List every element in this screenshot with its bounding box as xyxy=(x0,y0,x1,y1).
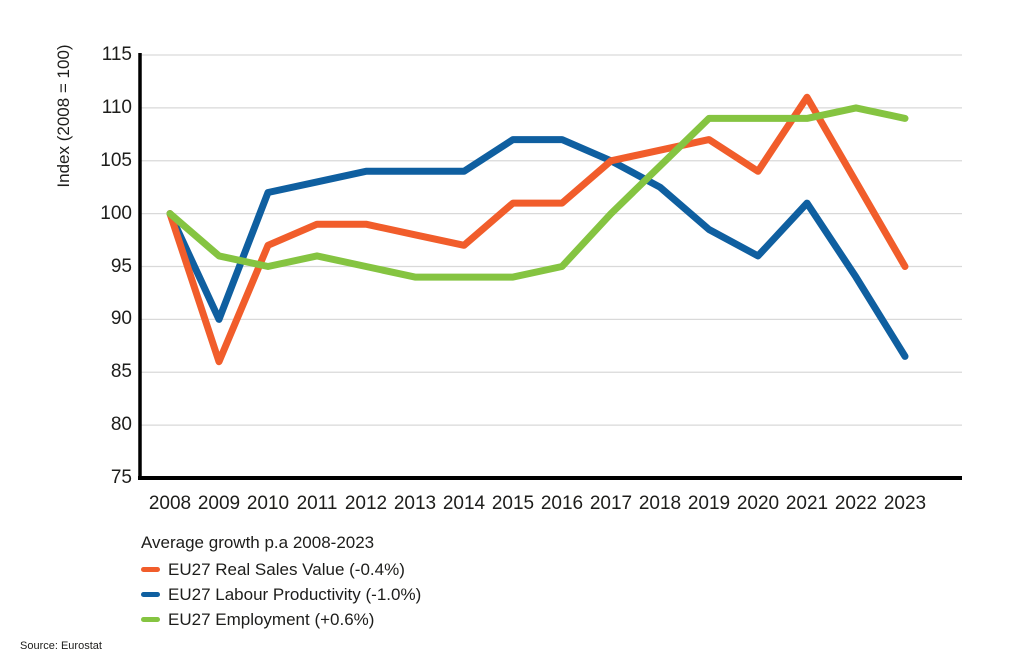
legend-swatch-labour-productivity xyxy=(141,592,160,597)
x-tick-label: 2023 xyxy=(883,493,927,514)
legend-swatch-employment xyxy=(141,617,160,622)
x-tick-label: 2019 xyxy=(687,493,731,514)
y-tick-label: 100 xyxy=(100,202,132,224)
legend-label-labour-productivity: EU27 Labour Productivity (-1.0%) xyxy=(168,584,422,604)
x-tick-label: 2015 xyxy=(491,493,535,514)
x-tick-label: 2010 xyxy=(246,493,290,514)
y-tick-label: 90 xyxy=(110,308,132,330)
y-tick-label: 115 xyxy=(101,44,132,65)
x-tick-label: 2012 xyxy=(344,493,388,514)
legend-item-real-sales: EU27 Real Sales Value (-0.4%) xyxy=(141,557,421,582)
series-line-labour-productivity xyxy=(166,136,909,360)
x-tick-label: 2021 xyxy=(785,493,829,514)
legend-label-real-sales: EU27 Real Sales Value (-0.4%) xyxy=(168,559,405,579)
x-tick-label: 2013 xyxy=(393,493,437,514)
series-line-employment xyxy=(166,104,909,281)
x-tick-label: 2014 xyxy=(442,493,486,514)
legend-swatch-real-sales xyxy=(141,567,160,572)
x-tick-label: 2011 xyxy=(296,493,338,514)
y-tick-label: 110 xyxy=(101,96,132,118)
x-tick-label: 2008 xyxy=(148,493,192,514)
x-tick-label: 2018 xyxy=(638,493,682,514)
y-tick-label: 95 xyxy=(110,255,132,277)
legend-title: Average growth p.a 2008-2023 xyxy=(141,533,375,552)
y-tick-label: 85 xyxy=(110,361,132,383)
x-tick-label: 2017 xyxy=(589,493,633,514)
legend-item-employment: EU27 Employment (+0.6%) xyxy=(141,607,421,632)
series-line-real-sales xyxy=(166,93,909,366)
legend-item-labour-productivity: EU27 Labour Productivity (-1.0%) xyxy=(141,582,421,607)
source-note: Source: Eurostat xyxy=(20,640,102,652)
y-tick-label: 105 xyxy=(100,149,132,171)
x-tick-label: 2009 xyxy=(197,493,241,514)
x-tick-label: 2016 xyxy=(540,493,584,514)
y-tick-label: 75 xyxy=(110,467,132,488)
y-tick-label: 80 xyxy=(110,414,132,436)
legend-label-employment: EU27 Employment (+0.6%) xyxy=(168,609,375,629)
x-tick-label: 2020 xyxy=(736,493,780,514)
legend: Average growth p.a 2008-2023 EU27 Real S… xyxy=(141,531,421,632)
x-tick-label: 2022 xyxy=(834,493,878,514)
